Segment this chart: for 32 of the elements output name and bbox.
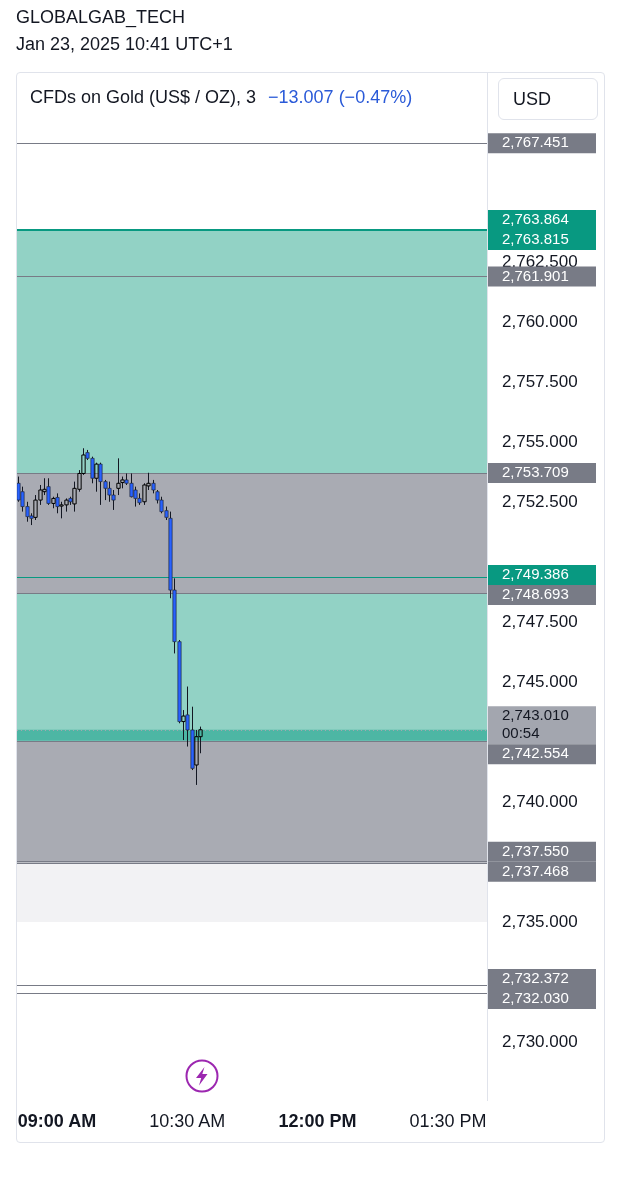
ref-line-label: 2,732.030 <box>502 989 569 1007</box>
y-tick-label: 2,745.000 <box>502 671 578 691</box>
text: CFDs on Gold (US$ / OZ), 3 <box>30 87 257 107</box>
y-tick-label: 2,747.500 <box>502 611 578 631</box>
candlestick <box>46 477 51 504</box>
y-axis-title: USD <box>498 78 598 120</box>
y-tick-label: 2,752.500 <box>502 491 578 511</box>
ref-line-label: 2,767.451 <box>502 133 569 151</box>
y-tick-label: 2,730.000 <box>502 1031 578 1051</box>
ref-line-label: 2,742.554 <box>502 744 569 762</box>
y-tick-label: 2,740.000 <box>502 791 578 811</box>
x-tick-label: 09:00 AM <box>17 1110 97 1131</box>
y-tick-label: 2,757.500 <box>502 371 578 391</box>
ref-line-label: 2,737.550 <box>502 841 569 859</box>
x-tick-label: 01:30 PM <box>409 1110 487 1131</box>
text: −13.007 (−0.47%) <box>268 87 413 107</box>
x-tick-label: 12:00 PM <box>278 1110 357 1131</box>
text: Jan 23, 2025 10:41 UTC+1 <box>16 33 233 55</box>
ref-line-label: 2,743.010 00:54 <box>502 706 569 742</box>
y-tick-label: 2,735.000 <box>502 911 578 931</box>
ref-line-label: 2,737.468 <box>502 861 569 879</box>
ref-line-label: 2,749.386 <box>502 565 569 583</box>
candlestick <box>194 729 199 786</box>
text: GLOBALGAB_TECH <box>16 6 186 28</box>
ref-line-label: 2,753.709 <box>502 463 569 481</box>
ref-line-label: 2,763.815 <box>502 230 569 248</box>
x-tick-label: 10:30 AM <box>149 1110 226 1131</box>
y-tick-label: 2,760.000 <box>502 311 578 331</box>
y-tick-label: 2,755.000 <box>502 431 578 451</box>
ref-line-label: 2,763.864 <box>502 210 569 228</box>
ref-line-label: 2,748.693 <box>502 585 569 603</box>
ref-line-label: 2,732.372 <box>502 969 569 987</box>
